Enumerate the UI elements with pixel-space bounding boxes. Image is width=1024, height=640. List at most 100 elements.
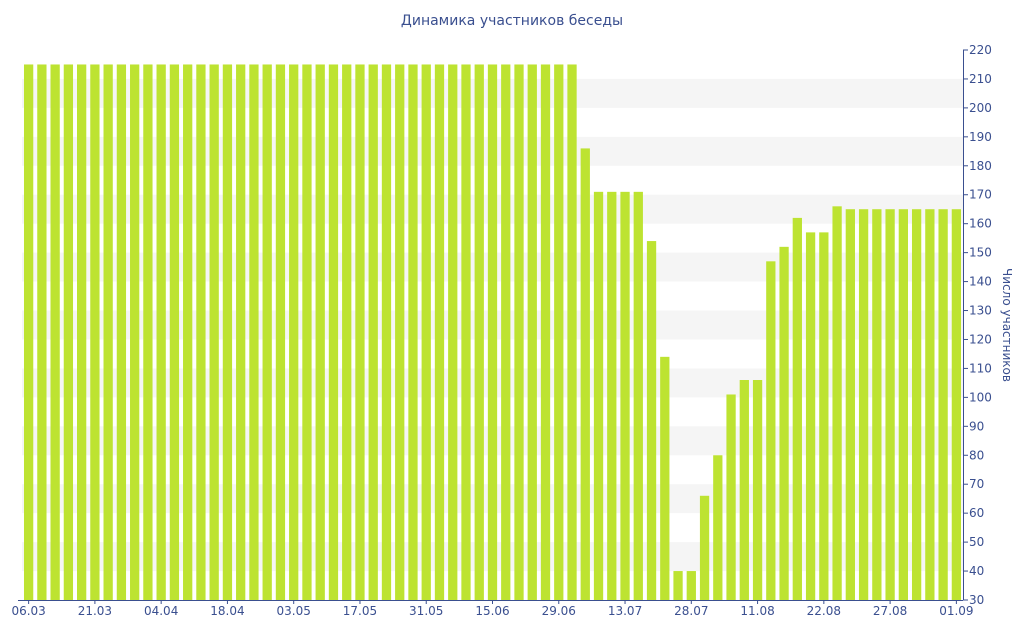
bar[interactable] <box>607 191 617 600</box>
bar[interactable] <box>646 241 657 601</box>
bar[interactable] <box>660 356 670 600</box>
bar[interactable] <box>766 261 776 600</box>
bar[interactable] <box>50 64 60 600</box>
bar[interactable] <box>90 64 100 600</box>
y-tick-label: 130 <box>969 304 992 318</box>
bar[interactable] <box>739 380 749 600</box>
bar[interactable] <box>434 64 445 600</box>
bar[interactable] <box>713 455 723 600</box>
y-tick-label: 60 <box>969 506 984 520</box>
y-tick-label: 70 <box>969 477 984 491</box>
bar[interactable] <box>315 64 325 600</box>
x-tick-label: 29.06 <box>542 604 576 618</box>
bar[interactable] <box>448 64 458 600</box>
bar[interactable] <box>501 64 511 600</box>
y-tick-label: 200 <box>969 101 992 115</box>
bar[interactable] <box>911 209 922 601</box>
bar[interactable] <box>156 64 166 600</box>
y-tick-label: 160 <box>969 217 992 231</box>
bar[interactable] <box>116 64 127 600</box>
bar[interactable] <box>262 64 272 600</box>
bar[interactable] <box>381 64 392 600</box>
bar[interactable] <box>355 64 365 600</box>
bar[interactable] <box>633 191 643 600</box>
bar[interactable] <box>567 64 577 600</box>
bar[interactable] <box>686 571 696 600</box>
y-tick-label: 30 <box>969 593 984 607</box>
x-tick-label: 17.05 <box>343 604 377 618</box>
y-tick-label: 80 <box>969 448 984 462</box>
bar[interactable] <box>845 209 855 601</box>
bar[interactable] <box>885 209 895 601</box>
bar[interactable] <box>554 64 564 600</box>
x-tick-label: 01.09 <box>939 604 973 618</box>
y-axis-label: Число участников <box>1000 268 1014 382</box>
bar[interactable] <box>540 64 551 600</box>
bar[interactable] <box>620 191 630 600</box>
bar[interactable] <box>395 64 405 600</box>
bar[interactable] <box>593 191 604 600</box>
bar[interactable] <box>938 209 948 601</box>
x-tick-label: 21.03 <box>78 604 112 618</box>
bar[interactable] <box>249 64 259 600</box>
bar[interactable] <box>699 495 710 600</box>
bar[interactable] <box>289 64 299 600</box>
bar[interactable] <box>196 64 206 600</box>
bar[interactable] <box>487 64 498 600</box>
bar[interactable] <box>328 64 339 600</box>
y-tick-label: 100 <box>969 390 992 404</box>
bar[interactable] <box>461 64 471 600</box>
bar[interactable] <box>302 64 312 600</box>
bar[interactable] <box>63 64 74 600</box>
bar[interactable] <box>37 64 47 600</box>
bar[interactable] <box>222 64 233 600</box>
bar[interactable] <box>872 209 882 601</box>
bar[interactable] <box>209 64 219 600</box>
bar[interactable] <box>23 64 34 600</box>
x-tick-label: 28.07 <box>674 604 708 618</box>
bar[interactable] <box>408 64 418 600</box>
bar[interactable] <box>103 64 113 600</box>
bar[interactable] <box>805 232 816 601</box>
bar[interactable] <box>183 64 193 600</box>
bar[interactable] <box>342 64 352 600</box>
x-tick-label: 11.08 <box>740 604 774 618</box>
y-tick-label: 150 <box>969 246 992 260</box>
bar[interactable] <box>898 209 908 601</box>
x-tick-label: 15.06 <box>475 604 509 618</box>
chart-title: Динамика участников беседы <box>400 13 624 29</box>
x-tick-label: 18.04 <box>210 604 244 618</box>
y-tick-label: 190 <box>969 130 992 144</box>
bar[interactable] <box>77 64 87 600</box>
y-tick-label: 40 <box>969 564 984 578</box>
bar[interactable] <box>752 380 763 600</box>
bar[interactable] <box>858 209 869 601</box>
bar[interactable] <box>925 209 935 601</box>
bar[interactable] <box>792 217 802 601</box>
x-axis: 06.03 21.03 04.04 18.04 03.05 17.05 31.05 15.06… <box>11 600 974 618</box>
bar[interactable] <box>819 232 829 601</box>
bar[interactable] <box>832 206 842 600</box>
bar[interactable] <box>514 64 524 600</box>
bar[interactable] <box>421 64 431 600</box>
bar[interactable] <box>527 64 537 600</box>
bar[interactable] <box>275 64 286 600</box>
bar[interactable] <box>951 209 962 601</box>
bar[interactable] <box>673 571 683 600</box>
bar[interactable] <box>143 64 153 600</box>
x-tick-label: 03.05 <box>277 604 311 618</box>
bar[interactable] <box>580 148 590 600</box>
bar[interactable] <box>779 246 789 600</box>
y-tick-label: 210 <box>969 72 992 86</box>
y-tick-label: 140 <box>969 275 992 289</box>
y-tick-label: 220 <box>969 43 992 57</box>
bar[interactable] <box>236 64 246 600</box>
bar[interactable] <box>726 394 736 600</box>
x-tick-label: 31.05 <box>409 604 443 618</box>
bar[interactable] <box>368 64 378 600</box>
bars <box>23 64 962 601</box>
bar[interactable] <box>169 64 180 600</box>
bar[interactable] <box>130 64 140 600</box>
y-tick-label: 50 <box>969 535 984 549</box>
bar[interactable] <box>474 64 484 600</box>
